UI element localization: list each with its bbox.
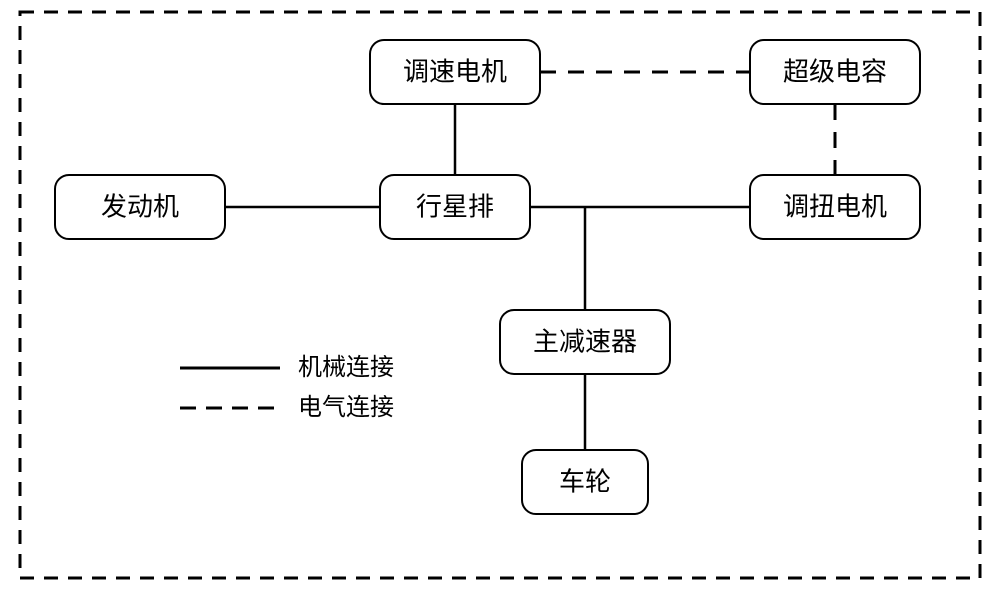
node-speed_motor-label: 调速电机 bbox=[403, 58, 507, 87]
node-final_drive-label: 主减速器 bbox=[533, 328, 637, 357]
node-torque_motor: 调扭电机 bbox=[750, 175, 920, 239]
node-planetary: 行星排 bbox=[380, 175, 530, 239]
node-supercap: 超级电容 bbox=[750, 40, 920, 104]
diagram-canvas: 调速电机 超级电容发动机 行星排 调扭电机主减速器车轮 机械连接电气连接 bbox=[0, 0, 1000, 590]
legend-dash-label: 电气连接 bbox=[298, 394, 394, 421]
node-wheel: 车轮 bbox=[522, 450, 648, 514]
node-supercap-label: 超级电容 bbox=[783, 58, 887, 87]
legend-solid-label: 机械连接 bbox=[298, 354, 394, 381]
node-final_drive: 主减速器 bbox=[500, 310, 670, 374]
node-planetary-label: 行星排 bbox=[416, 193, 494, 222]
node-torque_motor-label: 调扭电机 bbox=[783, 193, 887, 222]
node-wheel-label: 车轮 bbox=[559, 468, 611, 497]
node-speed_motor: 调速电机 bbox=[370, 40, 540, 104]
node-engine-label: 发动机 bbox=[101, 193, 179, 222]
node-engine: 发动机 bbox=[55, 175, 225, 239]
